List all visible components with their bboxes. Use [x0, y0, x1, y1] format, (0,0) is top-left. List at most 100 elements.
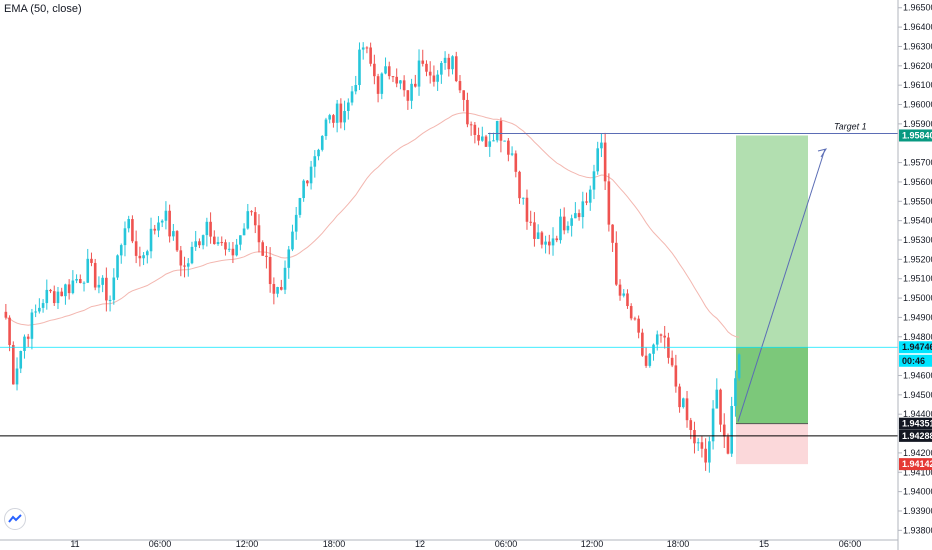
candle-body	[220, 242, 224, 244]
candle-body	[335, 103, 339, 123]
candle-body	[358, 49, 361, 86]
price-tick-label: 1.96400	[903, 22, 932, 32]
candle-body	[298, 198, 302, 215]
candle-body	[26, 336, 30, 339]
candle-body	[596, 148, 599, 172]
candle-body	[60, 291, 63, 297]
time-tick-label: 11	[70, 539, 79, 549]
candle-body	[670, 357, 674, 366]
price-tick-label: 1.94500	[903, 390, 932, 400]
candle-body	[507, 140, 510, 155]
candle-body	[425, 63, 428, 72]
candle-body	[622, 293, 626, 296]
price-tick-label: 1.93900	[903, 506, 932, 516]
price-tick-label: 1.93800	[903, 525, 932, 535]
candle-body	[127, 219, 130, 229]
indicator-label[interactable]: EMA (50, close)	[4, 3, 82, 15]
candle-body	[56, 291, 60, 304]
candle-body	[175, 231, 179, 251]
candle-body	[324, 119, 328, 137]
candle-body	[518, 171, 521, 199]
candle-body	[428, 71, 432, 76]
candle-body	[257, 225, 261, 243]
price-tick-label: 1.96500	[903, 3, 932, 13]
price-tag-bg	[899, 341, 932, 354]
candle-body	[71, 280, 75, 294]
price-tag-label: 1.95840	[902, 130, 932, 140]
candle-body	[521, 197, 525, 199]
candle-body	[615, 242, 618, 285]
candle-body	[287, 249, 291, 268]
candle-body	[41, 303, 45, 308]
candle-body	[268, 256, 272, 285]
candle-body	[361, 47, 365, 50]
candle-body	[283, 267, 287, 290]
candle-body	[514, 153, 518, 172]
candle-body	[82, 282, 86, 284]
time-tick-label: 12:00	[581, 539, 604, 549]
candle-body	[626, 293, 629, 307]
price-tick-label: 1.95500	[903, 196, 932, 206]
price-tick-label: 1.94200	[903, 448, 932, 458]
candle-body	[387, 66, 391, 77]
candle-body	[4, 311, 8, 318]
candle-body	[101, 277, 104, 285]
candle-body	[105, 277, 108, 301]
candle-body	[696, 442, 700, 444]
candle-body	[659, 334, 663, 336]
candle-body	[343, 110, 346, 123]
price-tick-label: 1.95600	[903, 177, 932, 187]
candle-body	[726, 436, 730, 454]
candle-body	[451, 56, 454, 70]
candle-body	[246, 211, 250, 229]
candle-body	[209, 221, 212, 237]
tradingview-logo-icon[interactable]	[4, 508, 26, 530]
candle-body	[160, 220, 164, 223]
time-tick-label: 12	[415, 539, 425, 549]
candle-body	[67, 284, 71, 294]
candle-body	[652, 344, 655, 354]
candle-body	[309, 166, 313, 184]
time-tick-label: 06:00	[839, 539, 862, 549]
candle-body	[291, 231, 294, 250]
candle-body	[655, 334, 659, 345]
ema-line	[5, 112, 740, 338]
price-tag-bg	[899, 429, 932, 442]
price-tick-label: 1.94800	[903, 332, 932, 342]
horizontal-lines	[0, 133, 898, 437]
candle-body	[328, 115, 331, 120]
profit-zone	[736, 347, 808, 424]
candle-body	[280, 287, 283, 290]
candle-body	[276, 287, 279, 294]
candle-body	[52, 291, 56, 304]
candle-body	[481, 136, 484, 141]
candle-body	[667, 337, 670, 358]
candle-body	[373, 63, 376, 77]
candle-body	[306, 180, 309, 184]
candle-body	[607, 181, 611, 225]
candle-body	[216, 242, 220, 245]
candle-body	[637, 318, 640, 333]
candle-body	[45, 289, 49, 304]
price-tick-label: 1.96300	[903, 41, 932, 51]
candle-body	[722, 424, 726, 437]
time-tick-label: 18:00	[667, 539, 690, 549]
candle-body	[574, 213, 577, 219]
candle-body	[402, 80, 406, 91]
candle-body	[75, 279, 78, 281]
candle-body	[97, 284, 101, 288]
candle-body	[93, 262, 97, 288]
candle-body	[540, 232, 544, 245]
candle-body	[648, 353, 652, 366]
candle-body	[164, 210, 168, 221]
candle-body	[112, 277, 116, 300]
candle-body	[365, 47, 369, 49]
price-tick-label: 1.94900	[903, 312, 932, 322]
candle-body	[138, 255, 142, 259]
stop-zone	[736, 423, 808, 465]
arrow-head	[817, 148, 828, 158]
candle-body	[302, 180, 305, 199]
candle-body	[149, 228, 153, 252]
candle-body	[317, 149, 320, 157]
